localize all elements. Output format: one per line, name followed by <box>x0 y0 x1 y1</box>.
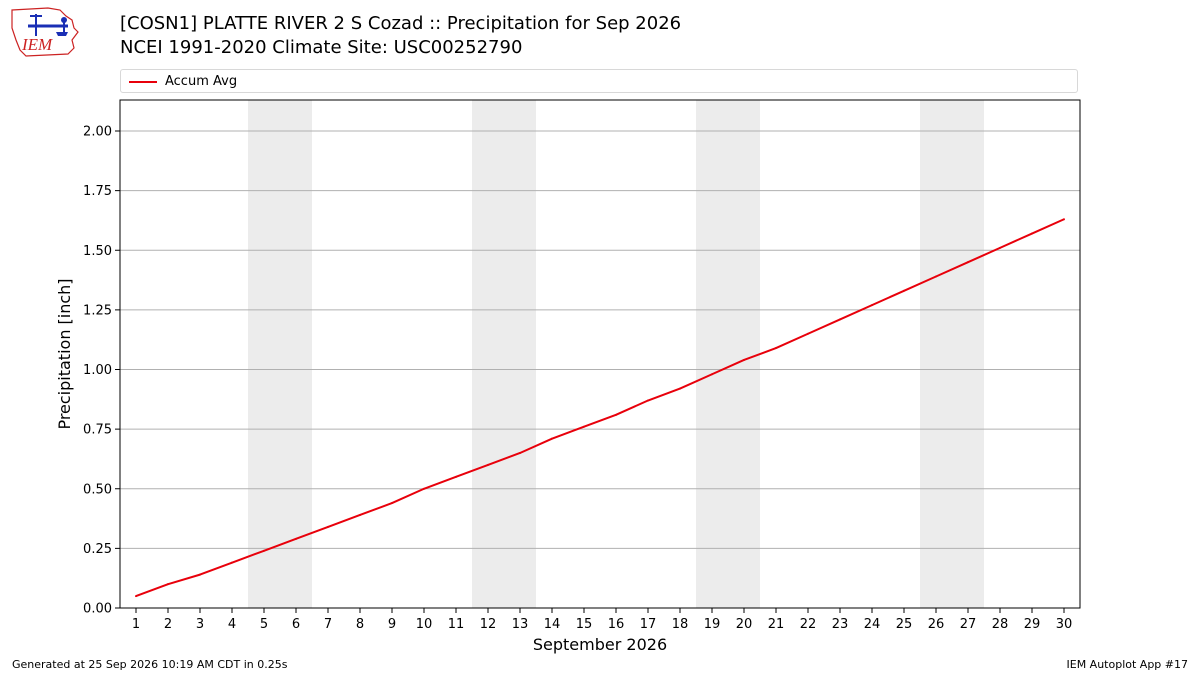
y-tick-label: 2.00 <box>83 125 112 140</box>
x-tick-label: 15 <box>576 617 593 632</box>
y-tick-label: 0.50 <box>83 482 112 497</box>
x-tick-label: 30 <box>1056 617 1073 632</box>
data-point <box>615 413 617 416</box>
x-tick-label: 4 <box>228 617 236 632</box>
y-tick-label: 0.00 <box>83 602 112 617</box>
data-point <box>135 595 137 598</box>
x-tick-label: 11 <box>448 617 465 632</box>
data-point <box>871 304 873 307</box>
iem-logo-text: IEM <box>21 35 53 54</box>
x-tick-label: 2 <box>164 617 172 632</box>
data-point <box>359 513 361 516</box>
chart-subtitle: NCEI 1991-2020 Climate Site: USC00252790 <box>120 37 523 58</box>
data-point <box>775 347 777 350</box>
x-tick-label: 27 <box>960 617 977 632</box>
data-point <box>551 437 553 440</box>
legend: Accum Avg <box>120 69 1078 93</box>
iem-logo: IEM <box>11 7 79 57</box>
data-point <box>679 387 681 390</box>
x-tick-label: 29 <box>1024 617 1041 632</box>
weekend-band-2 <box>472 100 536 608</box>
data-point <box>1063 218 1065 221</box>
data-point <box>263 549 265 552</box>
legend-line-swatch <box>129 81 157 83</box>
app-credit: IEM Autoplot App #17 <box>1066 658 1189 671</box>
data-point <box>583 425 585 428</box>
data-point <box>487 463 489 466</box>
data-point <box>807 332 809 335</box>
x-tick-label: 14 <box>544 617 561 632</box>
x-tick-label: 26 <box>928 617 945 632</box>
y-tick-label: 1.25 <box>83 303 112 318</box>
x-tick-label: 9 <box>388 617 396 632</box>
x-tick-label: 10 <box>416 617 433 632</box>
x-tick-label: 1 <box>132 617 140 632</box>
x-tick-label: 24 <box>864 617 881 632</box>
x-tick-label: 21 <box>768 617 785 632</box>
data-point <box>295 537 297 540</box>
x-tick-label: 23 <box>832 617 849 632</box>
x-tick-label: 13 <box>512 617 529 632</box>
x-tick-label: 25 <box>896 617 913 632</box>
plot-frame <box>119 99 1081 609</box>
data-point <box>903 289 905 292</box>
x-tick-label: 5 <box>260 617 268 632</box>
x-tick-label: 18 <box>672 617 689 632</box>
x-tick-label: 22 <box>800 617 817 632</box>
y-tick-label: 0.25 <box>83 542 112 557</box>
x-tick-label: 3 <box>196 617 204 632</box>
x-tick-label: 7 <box>324 617 332 632</box>
data-point <box>711 373 713 376</box>
generated-timestamp: Generated at 25 Sep 2026 10:19 AM CDT in… <box>12 658 288 671</box>
chart-title: [COSN1] PLATTE RIVER 2 S Cozad :: Precip… <box>120 13 682 34</box>
x-tick-label: 6 <box>292 617 300 632</box>
y-tick-label: 0.75 <box>83 423 112 438</box>
data-point <box>839 318 841 321</box>
data-point <box>167 583 169 586</box>
data-point <box>199 573 201 576</box>
series-line-accum-avg <box>135 218 1065 598</box>
x-axis-label: September 2026 <box>533 635 667 654</box>
data-point <box>999 246 1001 249</box>
weekend-band-4 <box>920 100 984 608</box>
legend-label-accum-avg: Accum Avg <box>165 74 238 89</box>
data-point <box>455 475 457 478</box>
data-point <box>647 399 649 402</box>
y-tick-label: 1.50 <box>83 244 112 259</box>
data-point <box>231 561 233 564</box>
data-point <box>967 261 969 264</box>
x-tick-label: 19 <box>704 617 721 632</box>
data-point <box>327 525 329 528</box>
y-tick-label: 1.00 <box>83 363 112 378</box>
x-tick-label: 20 <box>736 617 753 632</box>
x-tick-label: 12 <box>480 617 497 632</box>
x-tick-label: 8 <box>356 617 364 632</box>
weekend-band-1 <box>248 100 312 608</box>
y-axis-label: Precipitation [inch] <box>55 278 74 429</box>
data-point <box>519 451 521 454</box>
data-point <box>743 358 745 361</box>
weekend-band-3 <box>696 100 760 608</box>
x-tick-label: 16 <box>608 617 625 632</box>
x-tick-label: 28 <box>992 617 1009 632</box>
data-point <box>935 275 937 278</box>
x-tick-label: 17 <box>640 617 657 632</box>
y-tick-label: 1.75 <box>83 184 112 199</box>
data-point <box>423 487 425 490</box>
data-point <box>1031 232 1033 235</box>
data-point <box>391 502 393 505</box>
